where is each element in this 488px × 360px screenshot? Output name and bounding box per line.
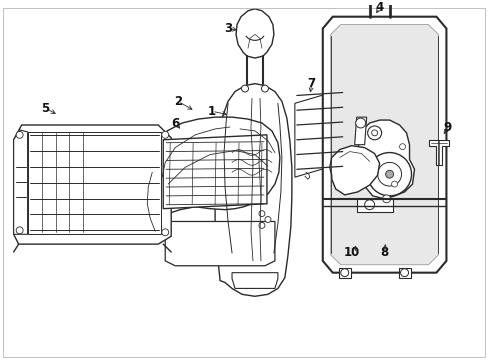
- Polygon shape: [27, 132, 161, 234]
- Polygon shape: [356, 199, 392, 212]
- Polygon shape: [428, 140, 448, 165]
- Polygon shape: [236, 9, 273, 58]
- Polygon shape: [322, 17, 446, 273]
- Circle shape: [382, 195, 390, 203]
- Text: 3: 3: [224, 22, 232, 35]
- Circle shape: [259, 211, 264, 217]
- Circle shape: [400, 269, 407, 276]
- Circle shape: [367, 153, 411, 196]
- Circle shape: [391, 181, 397, 187]
- Polygon shape: [215, 84, 291, 296]
- Text: 9: 9: [443, 121, 450, 134]
- Polygon shape: [329, 146, 379, 195]
- Circle shape: [162, 131, 168, 138]
- Circle shape: [241, 85, 248, 92]
- Circle shape: [259, 222, 264, 228]
- Text: 4: 4: [375, 1, 383, 14]
- Polygon shape: [163, 135, 266, 209]
- Circle shape: [340, 269, 348, 276]
- Polygon shape: [398, 268, 410, 278]
- Polygon shape: [232, 273, 277, 288]
- Polygon shape: [14, 125, 171, 244]
- Circle shape: [385, 170, 393, 178]
- Text: 6: 6: [171, 117, 179, 130]
- Text: 5: 5: [41, 102, 50, 115]
- Polygon shape: [338, 268, 350, 278]
- Polygon shape: [354, 117, 366, 145]
- Circle shape: [364, 200, 374, 210]
- Polygon shape: [330, 24, 438, 265]
- Polygon shape: [14, 130, 27, 234]
- Text: 8: 8: [380, 247, 388, 260]
- Text: 2: 2: [174, 95, 182, 108]
- Polygon shape: [140, 117, 279, 221]
- Circle shape: [367, 126, 381, 140]
- Circle shape: [264, 217, 270, 222]
- Text: 10: 10: [343, 247, 359, 260]
- Polygon shape: [294, 89, 344, 177]
- Circle shape: [162, 229, 168, 236]
- Circle shape: [355, 118, 365, 128]
- Circle shape: [371, 130, 377, 136]
- Circle shape: [16, 131, 23, 138]
- Circle shape: [261, 85, 268, 92]
- Polygon shape: [165, 221, 274, 266]
- Circle shape: [16, 227, 23, 234]
- Polygon shape: [356, 120, 414, 199]
- Text: 1: 1: [207, 105, 216, 118]
- Circle shape: [377, 162, 401, 186]
- Text: 7: 7: [307, 77, 315, 90]
- Circle shape: [399, 144, 405, 150]
